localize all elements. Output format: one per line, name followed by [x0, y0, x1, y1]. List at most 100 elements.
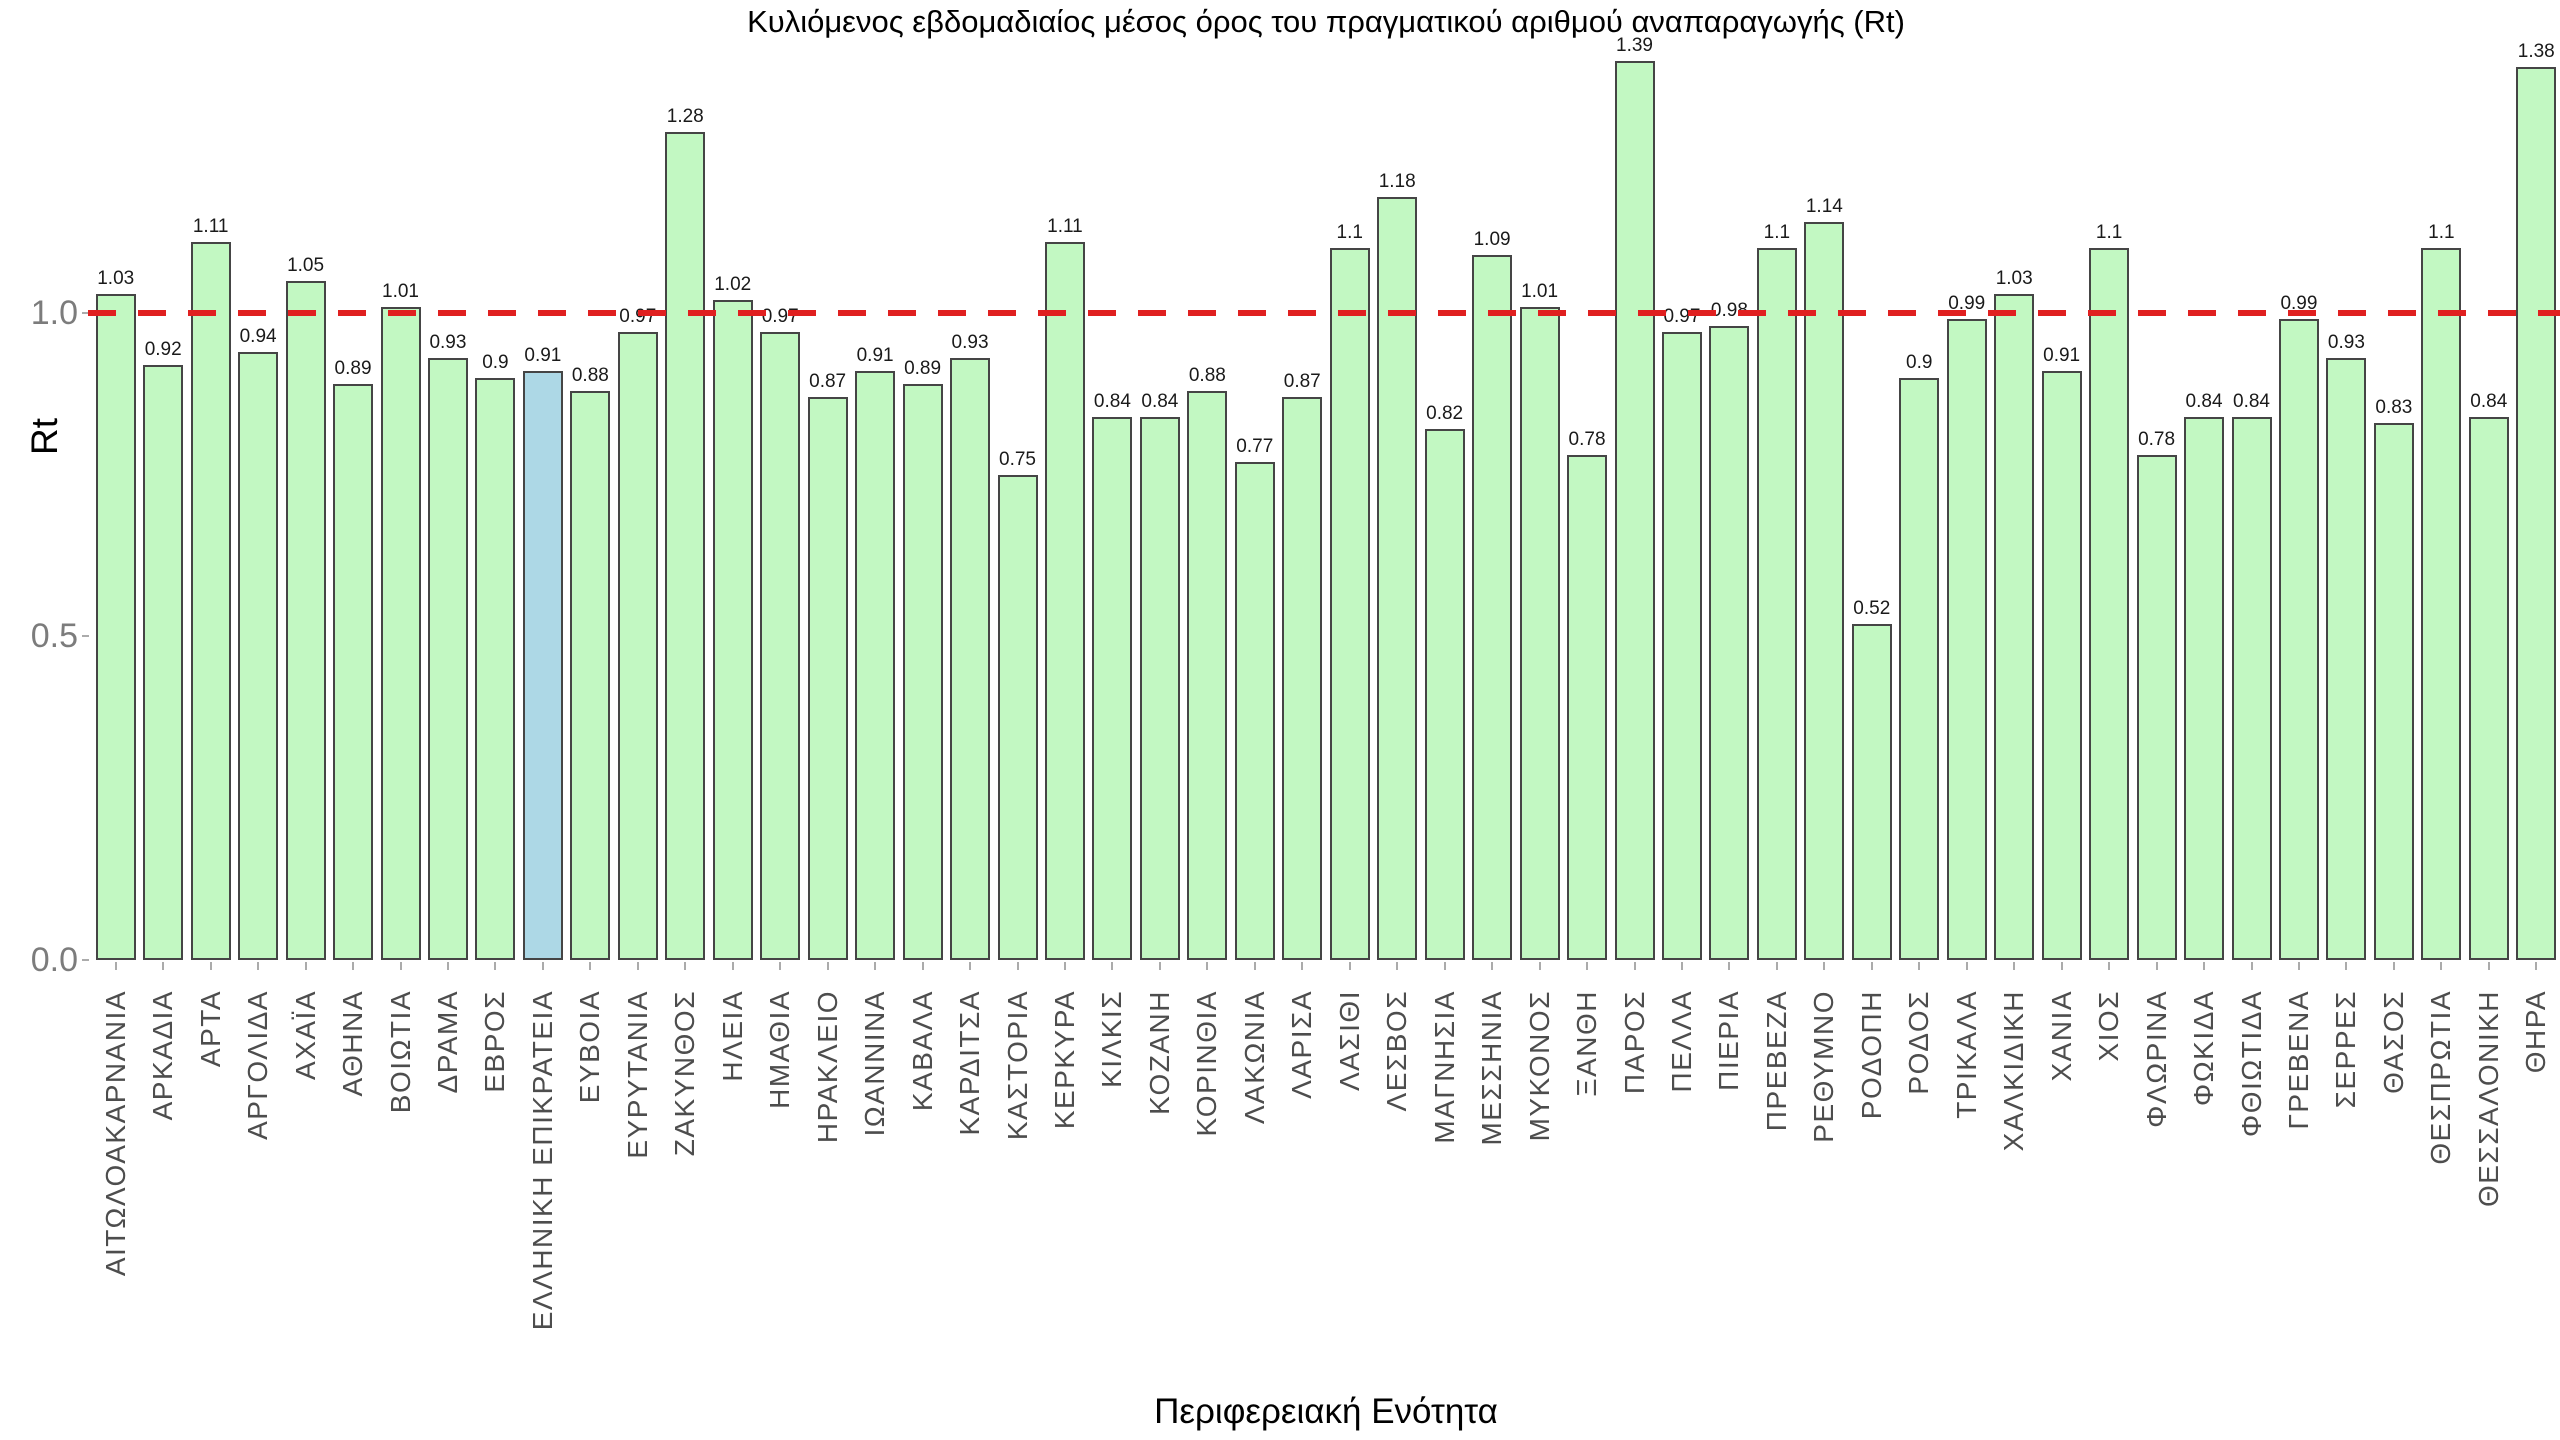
x-tick-label: ΜΕΣΣΗΝΙΑ	[1476, 990, 1508, 1146]
x-tick-label: ΛΑΡΙΣΑ	[1286, 990, 1318, 1099]
x-tick-mark	[446, 962, 449, 970]
bar-value-label: 0.78	[2138, 429, 2176, 450]
x-tick-label: ΑΧΑΪΑ	[289, 990, 321, 1080]
x-tick-mark	[304, 962, 307, 970]
x-tick-label: ΖΑΚΥΝΘΟΣ	[669, 990, 701, 1157]
bar	[712, 300, 753, 960]
x-tick-mark	[2345, 962, 2348, 970]
bar	[1851, 624, 1892, 960]
bar-value-label: 0.91	[856, 345, 894, 366]
bar	[2184, 417, 2225, 960]
bar-value-label: 1.05	[287, 255, 325, 276]
x-tick-label: ΣΕΡΡΕΣ	[2330, 990, 2362, 1109]
x-tick-label: ΗΛΕΙΑ	[716, 990, 748, 1082]
x-tick-mark	[731, 962, 734, 970]
x-tick-mark	[779, 962, 782, 970]
bar-value-label: 0.84	[2470, 391, 2508, 412]
x-tick-mark	[1443, 962, 1446, 970]
bar	[2231, 417, 2272, 960]
bar-value-label: 1.02	[714, 274, 752, 295]
bar	[1187, 391, 1228, 960]
bar	[1044, 242, 1085, 960]
x-tick-label: ΜΑΓΝΗΣΙΑ	[1428, 990, 1460, 1144]
x-tick-label: ΚΕΡΚΥΡΑ	[1048, 990, 1080, 1130]
bar	[380, 307, 421, 960]
bar-value-label: 0.87	[1283, 371, 1321, 392]
y-tick-mark	[82, 312, 89, 314]
x-tick-label: ΡΟΔΟΣ	[1903, 990, 1935, 1095]
x-tick-label: ΚΟΡΙΝΘΙΑ	[1191, 990, 1223, 1137]
bar	[665, 132, 706, 960]
x-tick-mark	[1870, 962, 1873, 970]
x-tick-mark	[1111, 962, 1114, 970]
x-tick-label: ΚΑΡΔΙΤΣΑ	[954, 990, 986, 1136]
bar-value-label: 0.77	[1236, 436, 1274, 457]
bar	[2468, 417, 2509, 960]
x-tick-mark	[1206, 962, 1209, 970]
bar	[1661, 332, 1702, 960]
x-tick-label: ΘΗΡΑ	[2520, 990, 2552, 1074]
bar-value-label: 0.99	[2280, 293, 2318, 314]
x-tick-mark	[1680, 962, 1683, 970]
bar	[1899, 378, 1940, 960]
bar	[807, 397, 848, 960]
bar	[427, 358, 468, 960]
bar	[2516, 67, 2557, 960]
x-tick-mark	[2108, 962, 2111, 970]
bar-value-label: 1.03	[1995, 268, 2033, 289]
y-tick-label: 1.0	[30, 294, 78, 332]
bar-value-label: 1.1	[2428, 222, 2455, 243]
y-tick-label: 0.5	[30, 617, 78, 655]
bar	[1139, 417, 1180, 960]
bar	[1946, 319, 1987, 960]
bar-value-label: 0.99	[1948, 293, 1986, 314]
x-tick-label: ΚΙΛΚΙΣ	[1096, 990, 1128, 1088]
x-tick-mark	[874, 962, 877, 970]
bar	[1994, 294, 2035, 960]
y-axis-title: Rt	[24, 418, 65, 455]
bar	[1756, 248, 1797, 960]
bar	[2136, 455, 2177, 960]
bar-value-label: 0.89	[904, 358, 942, 379]
y-tick-mark	[82, 959, 89, 961]
x-tick-label: ΚΟΖΑΝΗ	[1143, 990, 1175, 1115]
x-tick-mark	[2155, 962, 2158, 970]
y-tick-mark	[82, 635, 89, 637]
bar-value-label: 1.28	[666, 106, 704, 127]
bar-value-label: 0.84	[2185, 391, 2223, 412]
x-tick-mark	[2203, 962, 2206, 970]
bar-value-label: 0.93	[2327, 332, 2365, 353]
bar	[1567, 455, 1608, 960]
x-tick-label: ΕΥΒΟΙΑ	[574, 990, 606, 1104]
x-tick-label: ΜΥΚΟΝΟΣ	[1523, 990, 1555, 1142]
bar-value-label: 1.18	[1378, 171, 1416, 192]
bar-value-label: 0.83	[2375, 397, 2413, 418]
bar	[902, 384, 943, 960]
x-tick-label: ΛΑΣΙΘΙ	[1333, 990, 1365, 1092]
x-tick-mark	[494, 962, 497, 970]
bar	[2278, 319, 2319, 960]
x-tick-label: ΧΙΟΣ	[2093, 990, 2125, 1062]
bar	[2041, 371, 2082, 960]
x-tick-label: ΕΒΡΟΣ	[479, 990, 511, 1093]
x-tick-mark	[2060, 962, 2063, 970]
bar	[950, 358, 991, 960]
x-tick-label: ΔΡΑΜΑ	[431, 990, 463, 1094]
x-tick-mark	[399, 962, 402, 970]
x-tick-mark	[1586, 962, 1589, 970]
bar-value-label: 1.11	[192, 216, 229, 237]
x-tick-mark	[1396, 962, 1399, 970]
x-tick-label: ΧΑΝΙΑ	[2045, 990, 2077, 1082]
bar	[2326, 358, 2367, 960]
x-tick-mark	[541, 962, 544, 970]
x-tick-mark	[2487, 962, 2490, 970]
x-tick-mark	[1965, 962, 1968, 970]
x-tick-label: ΛΕΣΒΟΣ	[1381, 990, 1413, 1112]
x-axis-title: Περιφερειακή Ενότητα	[1154, 1392, 1498, 1431]
x-tick-mark	[2392, 962, 2395, 970]
bar-value-label: 0.9	[1906, 352, 1933, 373]
bar	[1804, 222, 1845, 960]
bar	[1329, 248, 1370, 960]
x-tick-mark	[684, 962, 687, 970]
